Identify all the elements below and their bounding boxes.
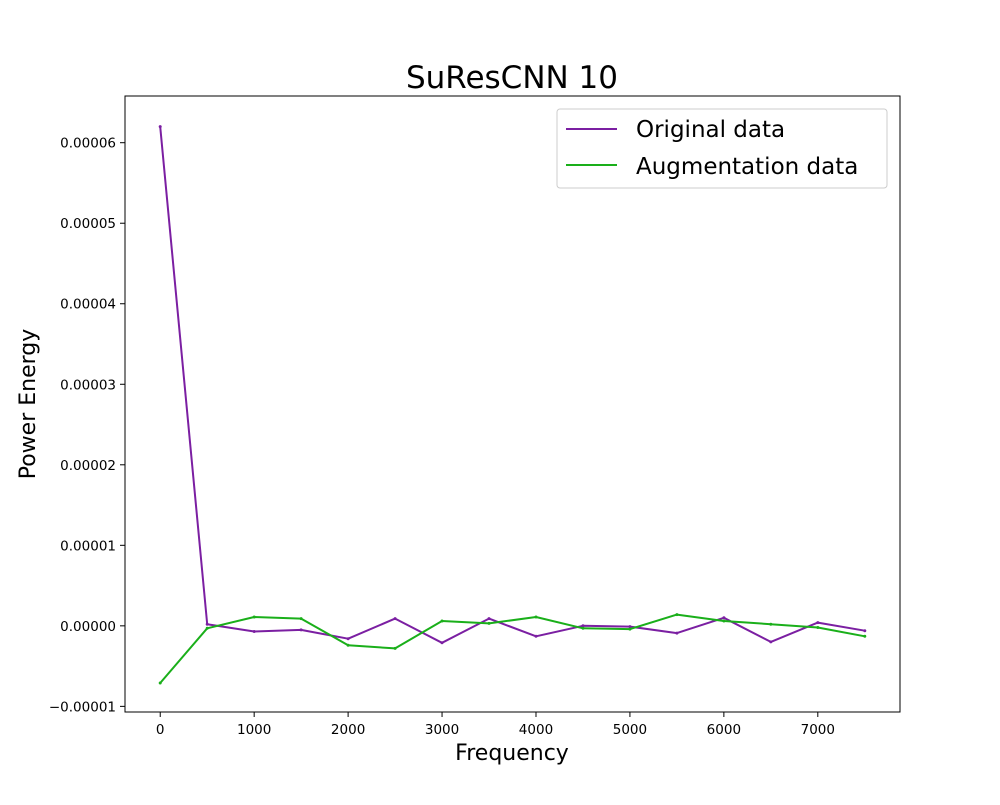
data-point-augmentation-data xyxy=(722,619,726,623)
data-point-original-data xyxy=(487,617,491,621)
data-point-original-data xyxy=(299,628,303,632)
y-axis-label: Power Energy xyxy=(16,329,41,480)
y-tick-label: 0.00000 xyxy=(60,619,116,635)
data-point-augmentation-data xyxy=(346,643,350,647)
data-point-augmentation-data xyxy=(440,619,444,623)
y-tick-label: 0.00006 xyxy=(60,136,116,152)
x-tick-label: 0 xyxy=(156,722,165,738)
data-point-augmentation-data xyxy=(863,634,867,638)
data-point-original-data xyxy=(346,637,350,641)
y-tick-label: 0.00005 xyxy=(60,216,116,232)
data-point-original-data xyxy=(205,622,209,626)
plot-frame xyxy=(124,95,901,713)
data-point-original-data xyxy=(440,641,444,645)
data-point-original-data xyxy=(581,624,585,628)
series-line-augmentation-data xyxy=(159,613,865,684)
data-point-original-data xyxy=(769,640,773,644)
y-tick-label: 0.00001 xyxy=(60,538,116,554)
legend-box xyxy=(556,108,888,189)
data-point-augmentation-data xyxy=(581,626,585,630)
x-tick-label: 4000 xyxy=(519,722,553,738)
x-tick-label: 6000 xyxy=(707,722,741,738)
x-axis-ticks: 0 1000 2000 3000 4000 5000 6000 7000 xyxy=(156,712,835,738)
data-point-augmentation-data xyxy=(252,615,256,619)
data-point-augmentation-data xyxy=(299,617,303,621)
y-tick-label: 0.00004 xyxy=(60,297,116,313)
data-point-augmentation-data xyxy=(675,613,679,617)
data-point-original-data xyxy=(722,616,726,620)
data-point-augmentation-data xyxy=(769,622,773,626)
legend: Original data Augmentation data xyxy=(556,108,888,189)
data-point-augmentation-data xyxy=(534,615,538,619)
x-tick-label: 5000 xyxy=(613,722,647,738)
data-point-original-data xyxy=(158,125,162,129)
data-point-original-data xyxy=(534,634,538,638)
y-tick-label: 0.00002 xyxy=(60,458,116,474)
data-point-augmentation-data xyxy=(158,681,162,685)
data-point-original-data xyxy=(252,630,256,633)
series-layer xyxy=(158,125,867,685)
x-tick-label: 7000 xyxy=(801,722,835,738)
x-tick-label: 2000 xyxy=(331,722,365,738)
x-axis-label: Frequency xyxy=(455,741,569,766)
data-point-original-data xyxy=(816,621,820,625)
y-tick-label: 0.00003 xyxy=(60,377,116,393)
data-point-augmentation-data xyxy=(487,621,491,625)
legend-label-augmentation-data: Augmentation data xyxy=(636,154,858,180)
data-point-augmentation-data xyxy=(393,646,397,650)
legend-label-original-data: Original data xyxy=(636,117,785,143)
y-axis-ticks: −0.00001 0.00000 0.00001 0.00002 0.00003 0.00… xyxy=(49,136,125,715)
x-tick-label: 3000 xyxy=(425,722,459,738)
data-point-augmentation-data xyxy=(816,626,820,629)
chart-title: SuResCNN 10 xyxy=(406,60,618,96)
data-point-original-data xyxy=(675,631,679,635)
series-line-original-data xyxy=(159,126,865,644)
y-tick-label: −0.00001 xyxy=(49,699,116,715)
data-point-augmentation-data xyxy=(205,626,209,630)
data-point-original-data xyxy=(863,629,867,633)
data-point-original-data xyxy=(393,617,397,621)
data-point-augmentation-data xyxy=(628,627,632,631)
data-point-original-data xyxy=(628,625,632,629)
x-tick-label: 1000 xyxy=(237,722,271,738)
